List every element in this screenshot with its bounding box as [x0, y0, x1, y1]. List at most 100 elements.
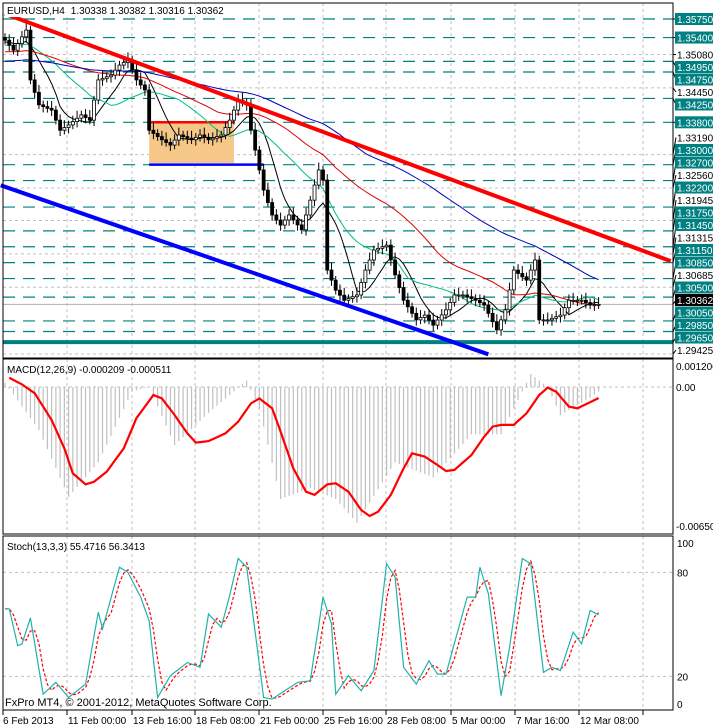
candle-body — [270, 202, 275, 216]
candle-body — [219, 134, 224, 137]
candle-body — [333, 279, 338, 291]
candle-body — [473, 298, 478, 301]
candle-body — [486, 304, 491, 314]
price-label: 1.33190 — [677, 134, 713, 145]
price-level-label: 1.29650 — [677, 334, 713, 345]
candle-body — [24, 29, 29, 38]
candle-body — [567, 299, 571, 309]
stoch-axis-label: 0 — [677, 700, 683, 711]
stoch-main-line — [5, 557, 599, 700]
candle-body — [278, 219, 283, 226]
candle-body — [45, 106, 50, 109]
price-tick — [672, 137, 677, 155]
candle-body — [401, 287, 406, 301]
price-level-badge — [675, 60, 713, 73]
candle-body — [92, 99, 96, 121]
candle-body — [257, 149, 262, 171]
stoch-axis-label: 100 — [677, 539, 694, 550]
candle-body — [562, 307, 567, 316]
candle-body — [75, 117, 79, 122]
candle-body — [461, 294, 465, 297]
candle-body — [287, 214, 291, 221]
candle-body — [37, 91, 41, 106]
candle-body — [384, 244, 389, 248]
candle-body — [274, 214, 279, 221]
price-tick — [672, 237, 677, 255]
candle-body — [7, 39, 12, 46]
current-price-badge — [675, 294, 713, 306]
candle-body — [113, 69, 118, 76]
price-level-badge — [675, 31, 713, 44]
candle-body — [477, 299, 482, 304]
trendline-blue — [0, 183, 490, 357]
candle-body — [321, 169, 325, 181]
time-label: 28 Feb 08:00 — [387, 716, 446, 727]
price-level-badge — [675, 13, 713, 25]
candle-body — [223, 127, 228, 136]
price-tick — [672, 274, 677, 288]
candle-body — [104, 76, 109, 79]
candle-body — [393, 259, 397, 276]
candle-body — [405, 299, 410, 308]
candle-body — [541, 319, 546, 322]
price-level-label: 1.31450 — [677, 221, 713, 232]
candle-body — [143, 84, 147, 91]
candle-body — [575, 299, 580, 302]
macd-panel[interactable] — [3, 374, 673, 523]
candle-body — [66, 124, 71, 128]
candle-body — [193, 136, 198, 141]
price-label: 1.35080 — [677, 50, 713, 61]
candle-body — [70, 121, 75, 126]
macd-signal-line — [8, 376, 600, 518]
price-panel[interactable] — [0, 11, 673, 357]
candle-body — [359, 282, 364, 296]
candle-body — [329, 269, 334, 281]
price-level-label: 1.35400 — [677, 34, 713, 45]
candle-body — [439, 314, 444, 321]
moving-average-line — [4, 50, 599, 305]
candle-body — [96, 79, 101, 101]
candle-body — [15, 43, 20, 51]
candle-body — [185, 136, 190, 139]
stoch-title: Stoch(13,3,3) 55.4716 56.3413 — [7, 542, 145, 553]
candle-body — [282, 219, 287, 226]
candle-body — [342, 294, 347, 301]
candle-body — [308, 199, 313, 216]
time-label: 5 Mar 00:00 — [452, 716, 506, 727]
candle-body — [435, 319, 440, 326]
stochastic-panel[interactable] — [3, 557, 673, 700]
price-level-badge — [675, 156, 713, 169]
candle-body — [380, 246, 385, 249]
candle-body — [490, 312, 495, 323]
candle-body — [494, 321, 499, 331]
candle-body — [316, 169, 321, 186]
candle-body — [83, 114, 88, 118]
price-level-label: 1.31750 — [677, 209, 713, 220]
candle-body — [265, 189, 270, 203]
candle-body — [503, 309, 508, 321]
price-label: 1.34450 — [677, 88, 713, 99]
candle-body — [482, 302, 487, 306]
candle-body — [355, 294, 359, 298]
price-label: 1.31945 — [677, 196, 713, 207]
candle-body — [537, 259, 542, 321]
candle-body — [350, 296, 355, 299]
candle-body — [151, 129, 156, 134]
candle-body — [397, 274, 402, 288]
candle-body — [452, 294, 457, 303]
time-label: 11 Feb 00:00 — [68, 716, 127, 727]
candle-body — [448, 301, 453, 311]
candle-body — [58, 119, 63, 131]
time-label: 25 Feb 16:00 — [324, 716, 383, 727]
candle-body — [367, 259, 372, 271]
candle-body — [176, 134, 181, 141]
candle-body — [418, 317, 423, 321]
stoch-axis-label: 80 — [677, 568, 689, 579]
price-level-label: 1.30850 — [677, 259, 713, 270]
candle-body — [164, 139, 169, 143]
price-level-label: 1.29850 — [677, 321, 713, 332]
candle-body — [198, 134, 202, 138]
candle-body — [3, 37, 7, 41]
price-level-label: 1.33000 — [677, 146, 713, 157]
